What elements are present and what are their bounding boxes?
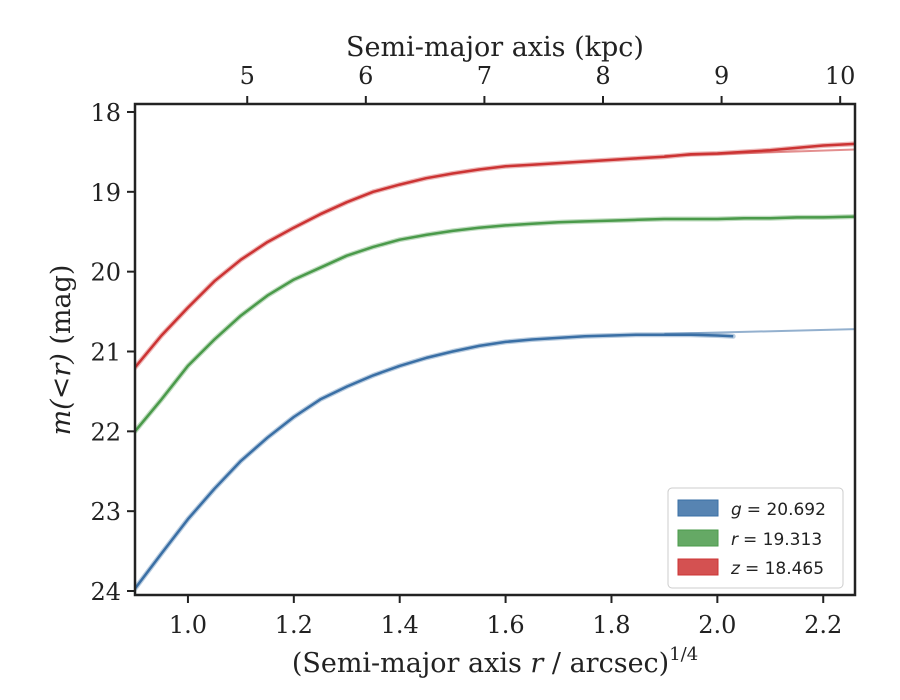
legend-value-r: = 19.313 xyxy=(743,530,822,550)
top-tick-label: 10 xyxy=(825,62,856,90)
y-tick-label: 23 xyxy=(90,498,121,526)
legend-swatch-z xyxy=(677,558,719,576)
y-axis-title-unit: (mag) xyxy=(46,265,77,354)
series-band-r xyxy=(135,214,855,434)
top-tick-label: 7 xyxy=(477,62,492,90)
x-tick-label: 1.2 xyxy=(275,611,313,639)
legend-var-g: g xyxy=(731,500,742,520)
x-tick-label: 2.0 xyxy=(698,611,736,639)
series-layer xyxy=(135,141,855,592)
legend-swatch-g xyxy=(677,499,719,517)
legend-swatch-r xyxy=(677,529,719,547)
legend-value-g: = 20.692 xyxy=(747,500,826,520)
x-tick-label: 1.4 xyxy=(381,611,419,639)
series-group xyxy=(135,141,855,592)
legend-entry-z: z = 18.465 xyxy=(677,558,824,579)
y-tick-label: 19 xyxy=(90,179,121,207)
legend: g = 20.692 r = 19.313 z = 18.465 xyxy=(667,487,844,589)
x-axis-title-var: r xyxy=(530,648,545,679)
y-tick-label: 20 xyxy=(90,259,121,287)
legend-var-r: r xyxy=(731,530,739,550)
legend-label-g: g = 20.692 xyxy=(731,500,826,520)
series-line-z xyxy=(135,142,855,369)
series-line-g xyxy=(135,333,734,590)
y-tick-label: 24 xyxy=(90,578,121,606)
legend-label-r: r = 19.313 xyxy=(731,530,822,550)
x-tick-label: 1.0 xyxy=(169,611,207,639)
x-axis-title-prefix: (Semi-major axis xyxy=(292,648,531,679)
top-axis-title: Semi-major axis (kpc) xyxy=(346,32,644,63)
x-tick-label: 1.8 xyxy=(592,611,630,639)
plot-frame xyxy=(133,102,857,597)
series-band-g xyxy=(135,332,736,592)
legend-entry-g: g = 20.692 xyxy=(677,499,826,520)
x-tick-label: 1.6 xyxy=(487,611,525,639)
legend-value-z: = 18.465 xyxy=(745,559,824,579)
legend-var-z: z xyxy=(730,559,741,579)
y-tick-label: 21 xyxy=(90,338,121,366)
series-band-z xyxy=(135,141,855,370)
top-tick-label: 8 xyxy=(595,62,610,90)
x-axis-title-exponent: 1/4 xyxy=(669,644,698,665)
top-tick-label: 5 xyxy=(240,62,255,90)
legend-label-z: z = 18.465 xyxy=(730,559,824,579)
y-tick-label: 22 xyxy=(90,418,121,446)
x-axis-title-middle: / arcsec) xyxy=(543,648,669,679)
y-axis-title-math: m(<r) xyxy=(46,353,77,435)
x-axis-title: (Semi-major axis r / arcsec)1/4 xyxy=(292,644,698,679)
top-tick-label: 9 xyxy=(714,62,729,90)
y-axis-title: m(<r) (mag) xyxy=(46,265,77,436)
ticks-layer: 1.0 1.2 1.4 1.6 1.8 2.0 2.2 5 6 7 8 9 10 18 19 20 21 22 23… xyxy=(90,62,855,639)
series-line-r xyxy=(135,215,855,433)
legend-entry-r: r = 19.313 xyxy=(677,529,822,550)
model-line-g xyxy=(664,328,855,335)
y-tick-label: 18 xyxy=(90,99,121,127)
top-tick-label: 6 xyxy=(358,62,373,90)
x-tick-label: 2.2 xyxy=(804,611,842,639)
